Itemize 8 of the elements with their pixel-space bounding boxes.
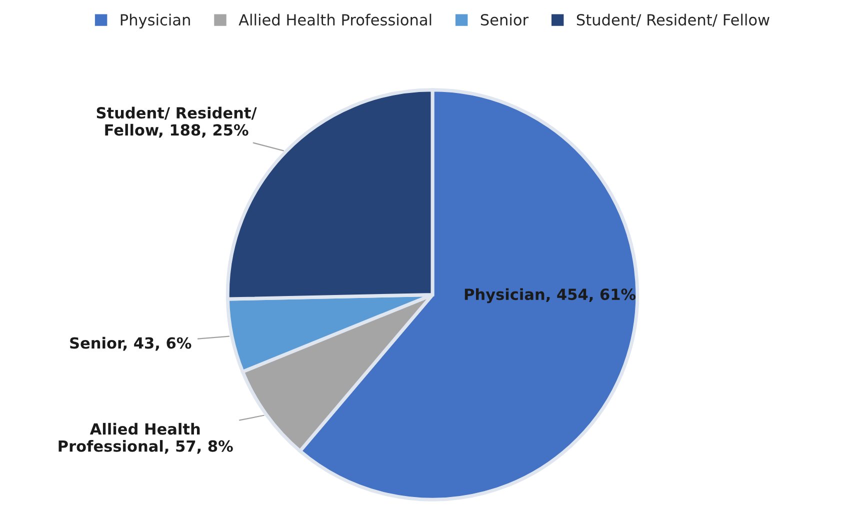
data-label: Physician, 454, 61%: [464, 288, 636, 304]
data-label: Senior, 43, 6%: [70, 336, 192, 351]
legend-label: Student/ Resident/ Fellow: [576, 14, 770, 27]
data-label: Student/ Resident/ Fellow, 188, 25%: [96, 106, 257, 138]
legend-label: Senior: [480, 14, 529, 26]
data-label: Allied Health Professional, 57, 8%: [58, 422, 233, 454]
legend-label: Physician: [120, 14, 190, 29]
legend-label: Allied Health Professional: [238, 14, 432, 26]
